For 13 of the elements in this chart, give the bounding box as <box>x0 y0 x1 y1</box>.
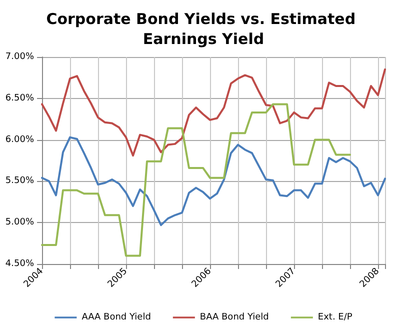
line-series <box>41 68 386 157</box>
line-series <box>41 136 386 226</box>
y-tick-label: 5.50% <box>5 176 34 186</box>
y-tick-label: 6.00% <box>5 134 34 145</box>
line-series <box>41 103 351 257</box>
y-tick-label: 6.50% <box>5 93 34 104</box>
legend-label: Ext. E/P <box>318 312 353 322</box>
y-tick-label: 4.50% <box>5 259 34 269</box>
legend-label: BAA Bond Yield <box>200 312 269 322</box>
legend-label: AAA Bond Yield <box>82 312 151 322</box>
y-tick-label: 7.00% <box>5 52 34 62</box>
y-tick-label: 5.00% <box>5 218 34 228</box>
chart-title: Corporate Bond Yields vs. Estimated Earnings Yield <box>46 10 361 48</box>
